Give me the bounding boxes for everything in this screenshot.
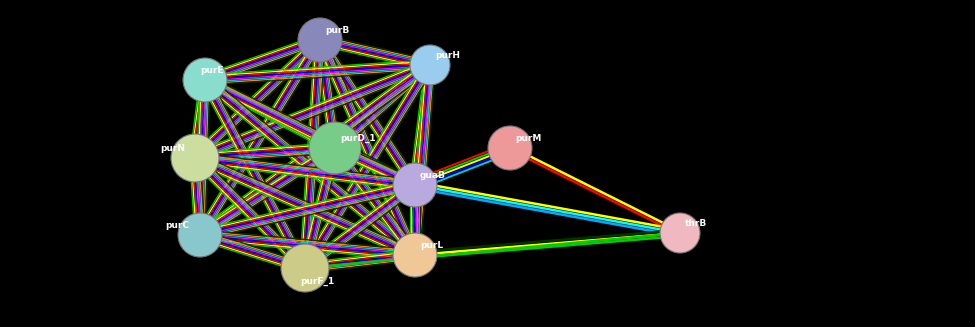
Text: purB: purB	[325, 26, 349, 35]
Circle shape	[393, 233, 437, 277]
Circle shape	[171, 134, 219, 182]
Text: purN: purN	[160, 144, 185, 153]
Text: purE: purE	[200, 66, 223, 75]
Text: purH: purH	[435, 51, 460, 60]
Text: purM: purM	[515, 134, 541, 143]
Text: thrB: thrB	[685, 219, 707, 228]
Circle shape	[178, 213, 222, 257]
Text: purL: purL	[420, 241, 443, 250]
Circle shape	[393, 163, 437, 207]
Circle shape	[309, 122, 361, 174]
Circle shape	[183, 58, 227, 102]
Circle shape	[281, 244, 329, 292]
Text: purD_1: purD_1	[340, 134, 375, 143]
Text: guaB: guaB	[420, 171, 446, 180]
Text: purF_1: purF_1	[300, 277, 334, 286]
Circle shape	[660, 213, 700, 253]
Circle shape	[410, 45, 450, 85]
Text: purC: purC	[165, 221, 189, 230]
Circle shape	[298, 18, 342, 62]
Circle shape	[488, 126, 532, 170]
